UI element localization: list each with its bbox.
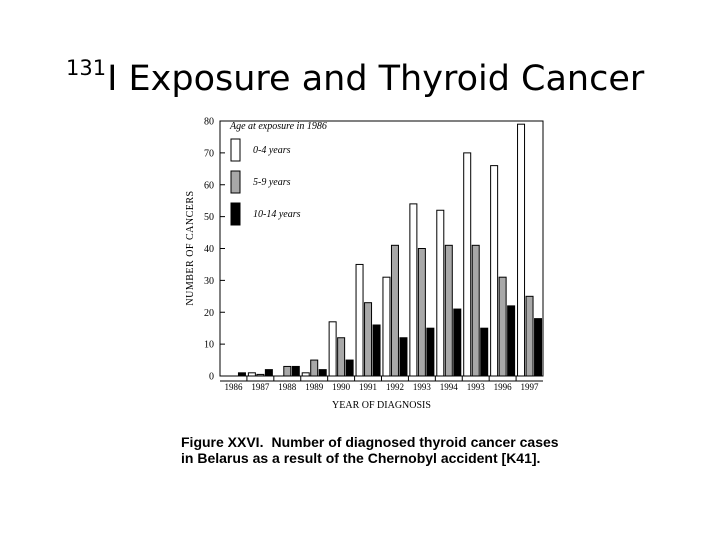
bar (480, 327, 489, 377)
slide-title: 131I Exposure and Thyroid Cancer (66, 40, 644, 107)
bar (399, 337, 408, 377)
chart: 0 10 20 30 40 50 60 70 80 1986 1987 1988 1989 1990 199… (185, 117, 544, 411)
y-tick-label: 10 (204, 340, 214, 351)
legend-swatch (230, 202, 241, 226)
y-tick-label: 20 (204, 308, 214, 319)
y-tick-label: 80 (204, 117, 214, 128)
y-tick-label: 0 (209, 372, 214, 383)
figure-caption: Figure XXVI. Number of diagnosed thyroid … (181, 434, 561, 466)
caption-label: Figure XXVI. (181, 434, 264, 450)
x-tick-label: 1986 (224, 382, 243, 392)
y-tick-label: 50 (204, 212, 214, 223)
x-axis-label: YEAR OF DIAGNOSIS (332, 400, 431, 411)
bar (525, 295, 534, 377)
legend-label: 10-14 years (253, 209, 301, 220)
y-tick-label: 60 (204, 180, 214, 191)
bar (453, 308, 462, 377)
x-tick-label: 1993 (467, 382, 486, 392)
bar (355, 263, 364, 377)
bar (345, 359, 354, 377)
bar (256, 373, 265, 377)
x-tick-label: 1991 (359, 382, 377, 392)
y-axis-label: NUMBER OF CANCERS (185, 190, 196, 305)
bar (534, 318, 543, 377)
bar (310, 359, 319, 377)
bar (498, 276, 507, 377)
bar (471, 244, 480, 377)
bar (372, 324, 381, 377)
bar (237, 372, 246, 377)
bar (417, 248, 426, 377)
bar (409, 203, 418, 377)
bar (507, 305, 516, 377)
x-tick-label: 1990 (332, 382, 351, 392)
title-superscript: 131 (66, 56, 107, 80)
bar (382, 276, 391, 377)
caption-text: Number of diagnosed thyroid cancer cases… (181, 434, 559, 466)
bar (264, 369, 273, 377)
x-tick-label: 1994 (440, 382, 459, 392)
x-tick-label: 1993 (413, 382, 432, 392)
x-tick-label: 1989 (305, 382, 324, 392)
x-tick-label: 1997 (521, 382, 540, 392)
y-tick-label: 70 (204, 148, 214, 159)
bar (301, 372, 310, 377)
x-tick-label: 1992 (386, 382, 404, 392)
title-text: I Exposure and Thyroid Cancer (107, 59, 645, 99)
y-tick-label: 40 (204, 244, 214, 255)
legend-swatch (230, 170, 241, 194)
bar (364, 302, 373, 377)
bar (426, 327, 435, 377)
legend-label: 0-4 years (253, 145, 291, 156)
x-tick-label: 1988 (278, 382, 297, 392)
bar (247, 372, 256, 377)
bar (318, 369, 327, 377)
bar (517, 123, 526, 377)
bar (328, 321, 337, 377)
bar (283, 365, 292, 377)
legend-swatch (230, 138, 241, 162)
legend-label: 5-9 years (253, 177, 291, 188)
x-tick-label: 1996 (494, 382, 513, 392)
bar (436, 209, 445, 377)
bar (337, 337, 346, 377)
bar (291, 365, 300, 377)
bar (444, 244, 453, 377)
y-tick-label: 30 (204, 276, 214, 287)
bar (390, 244, 399, 377)
bar (463, 152, 472, 377)
x-tick-label: 1987 (251, 382, 270, 392)
bar (490, 165, 499, 377)
legend-title: Age at exposure in 1986 (229, 121, 327, 132)
